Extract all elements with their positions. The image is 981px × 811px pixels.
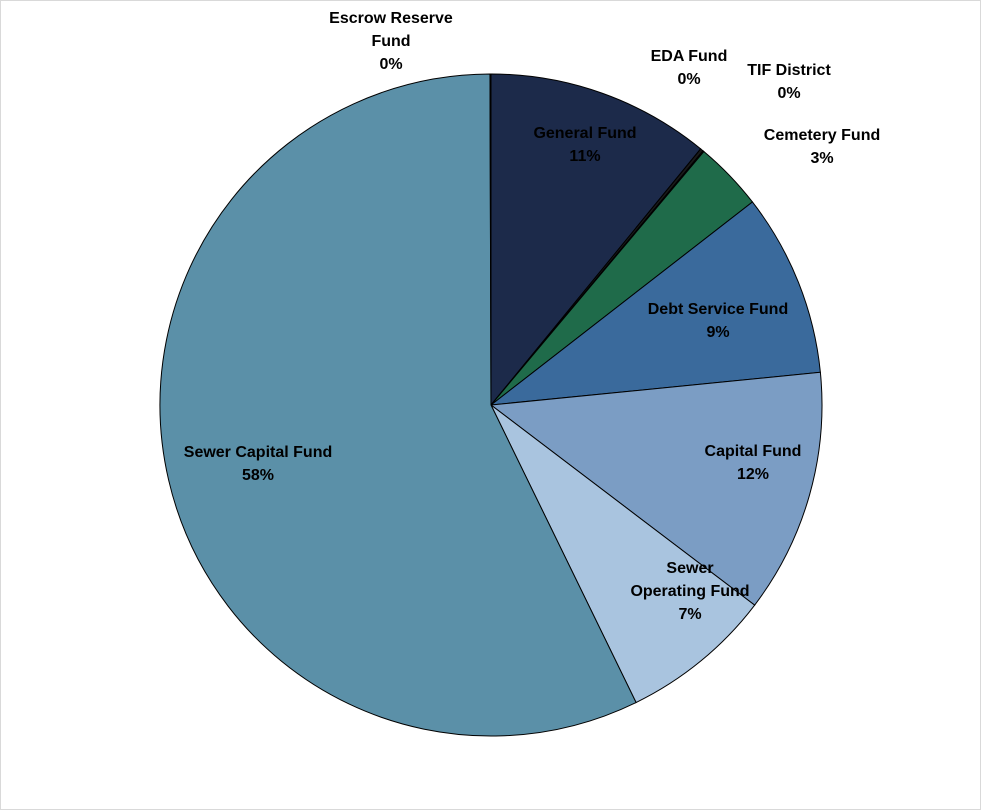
pie-slice-8 [159, 73, 637, 737]
slice-label-8: Sewer Capital Fund 58% [184, 444, 332, 484]
slice-label-4: Cemetery Fund 3% [764, 127, 880, 167]
slice-label-5: Debt Service Fund 9% [648, 301, 788, 341]
slice-label-3: TIF District 0% [747, 62, 831, 102]
pie-slice-6 [489, 371, 823, 606]
slice-label-6: Capital Fund 12% [705, 443, 802, 483]
pie-slice-7 [490, 404, 756, 704]
slice-label-2: EDA Fund 0% [651, 48, 728, 88]
pie-slice-1 [490, 73, 702, 407]
slice-label-9: Escrow Reserve Fund 0% [329, 10, 453, 73]
slice-label-7: Sewer Operating Fund 7% [630, 560, 749, 623]
pie-slice-5 [489, 201, 821, 406]
slice-label-1: General Fund 11% [533, 125, 636, 165]
pie-slice-9 [489, 73, 492, 406]
